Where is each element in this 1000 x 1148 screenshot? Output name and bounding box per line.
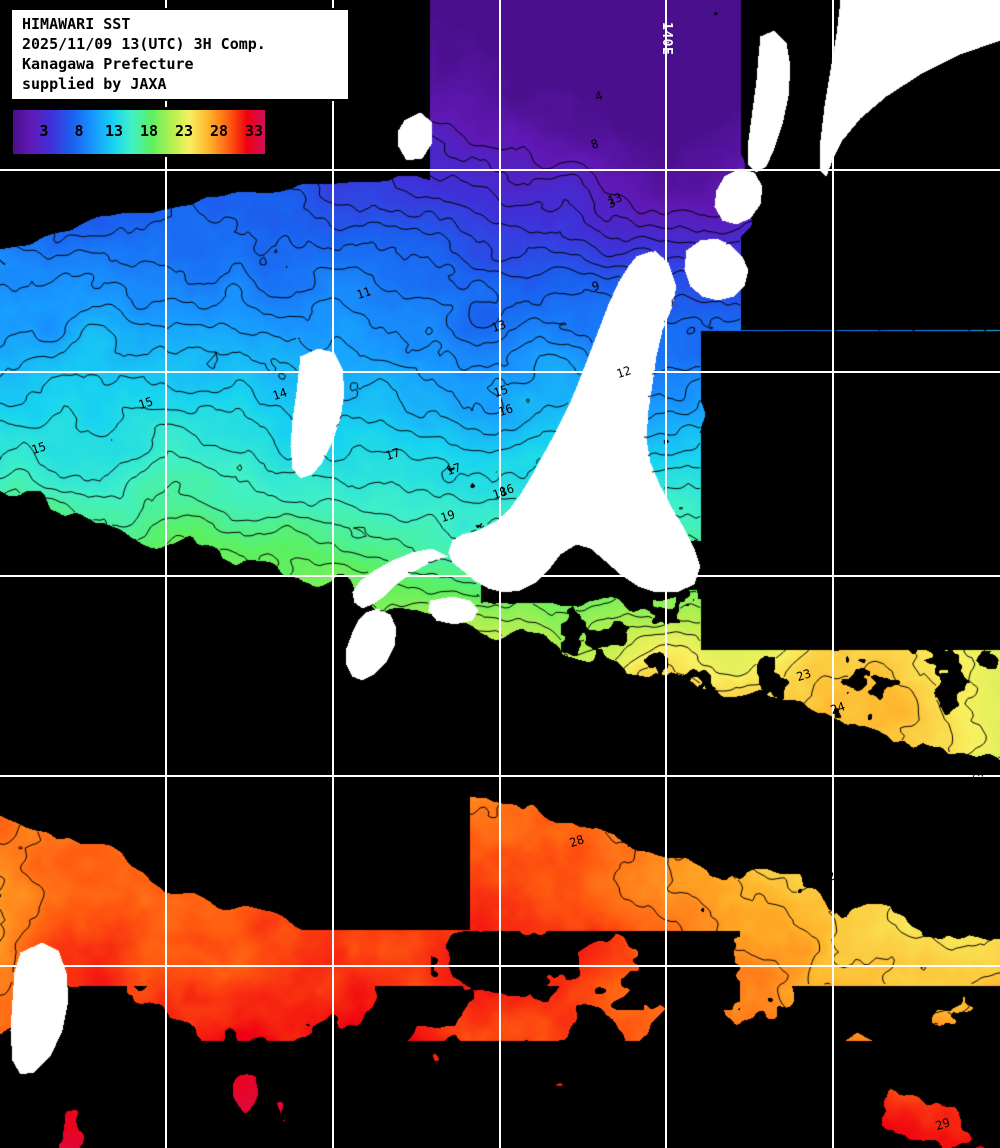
title-line-4: supplied by JAXA xyxy=(22,75,167,93)
title-box: HIMAWARI SST 2025/11/09 13(UTC) 3H Comp.… xyxy=(10,8,350,101)
colorbar-tick-18: 18 xyxy=(139,122,159,140)
title-line-2: 2025/11/09 13(UTC) 3H Comp. xyxy=(22,35,266,53)
title-line-3: Kanagawa Prefecture xyxy=(22,55,194,73)
colorbar-tick-8: 8 xyxy=(74,122,84,140)
colorbar-tick-13: 13 xyxy=(104,122,124,140)
sst-colorbar: 3 8 13 18 23 28 33 xyxy=(10,107,268,157)
colorbar-tick-3: 3 xyxy=(39,122,49,140)
colorbar-tick-23: 23 xyxy=(174,122,194,140)
title-line-1: HIMAWARI SST xyxy=(22,15,131,33)
colorbar-gradient xyxy=(13,110,265,154)
colorbar-tick-28: 28 xyxy=(209,122,229,140)
colorbar-tick-33: 33 xyxy=(244,122,264,140)
colorbar-tick-labels: 3 8 13 18 23 28 33 xyxy=(13,110,265,154)
legend-block: HIMAWARI SST 2025/11/09 13(UTC) 3H Comp.… xyxy=(10,8,350,157)
